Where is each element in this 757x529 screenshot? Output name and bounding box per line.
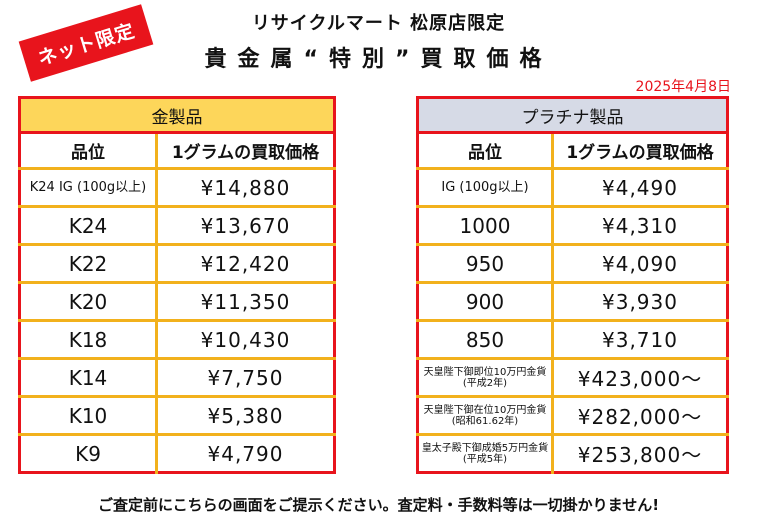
- price-cell: ¥5,380: [156, 396, 335, 436]
- price-cell: ¥7,750: [156, 358, 335, 398]
- price-cell: ¥3,930: [552, 282, 728, 322]
- page-title: 貴金属“特別”買取価格: [204, 47, 553, 72]
- gold-grade-header: 品位: [19, 132, 158, 170]
- grade-cell: K24 IG (100g以上): [19, 168, 158, 208]
- grade-cell: 天皇陛下御在位10万円金貨(昭和61.62年): [417, 396, 554, 436]
- table-row: K9 ¥4,790: [19, 434, 335, 473]
- price-cell: ¥10,430: [156, 320, 335, 360]
- price-cell: ¥4,490: [552, 168, 728, 208]
- price-cell: ¥14,880: [156, 168, 335, 208]
- price-cell: ¥4,090: [552, 244, 728, 284]
- platinum-grade-header: 品位: [417, 132, 554, 170]
- grade-cell: 850: [417, 320, 554, 360]
- table-row: K22 ¥12,420: [19, 244, 335, 284]
- table-row: IG (100g以上) ¥4,490: [417, 168, 728, 208]
- grade-cell: K18: [19, 320, 158, 360]
- gold-price-header: 1グラムの買取価格: [156, 132, 335, 170]
- platinum-price-table: プラチナ製品 品位 1グラムの買取価格 IG (100g以上) ¥4,490 10…: [416, 96, 729, 474]
- grade-cell: 天皇陛下御即位10万円金貨(平成2年): [417, 358, 554, 398]
- grade-cell: K24: [19, 206, 158, 246]
- price-cell: ¥4,310: [552, 206, 728, 246]
- platinum-price-header: 1グラムの買取価格: [552, 132, 728, 170]
- price-cell: ¥12,420: [156, 244, 335, 284]
- grade-cell: 950: [417, 244, 554, 284]
- footer-notice: ご査定前にこちらの画面をご提示ください。査定料・手数料等は一切掛かりません!: [97, 496, 660, 514]
- price-date: 2025年4月8日: [635, 79, 731, 95]
- table-row: K24 IG (100g以上) ¥14,880: [19, 168, 335, 208]
- price-cell: ¥13,670: [156, 206, 335, 246]
- price-cell: ¥253,800〜: [577, 443, 703, 467]
- grade-cell: IG (100g以上): [417, 168, 554, 208]
- store-name: リサイクルマート 松原店限定: [251, 13, 506, 34]
- table-row: K10 ¥5,380: [19, 396, 335, 436]
- gold-price-table: 金製品 品位 1グラムの買取価格 K24 IG (100g以上) ¥14,880 …: [18, 96, 336, 474]
- table-row: K24 ¥13,670: [19, 206, 335, 246]
- table-row: 950 ¥4,090: [417, 244, 728, 284]
- grade-cell: 1000: [417, 206, 554, 246]
- table-row: K20 ¥11,350: [19, 282, 335, 322]
- grade-cell: K10: [19, 396, 158, 436]
- table-row: 天皇陛下御即位10万円金貨(平成2年) ¥423,000〜: [417, 358, 728, 398]
- grade-cell: K9: [19, 434, 158, 473]
- price-cell: ¥3,710: [552, 320, 728, 360]
- grade-cell: 900: [417, 282, 554, 322]
- grade-cell: 皇太子殿下御成婚5万円金貨(平成5年): [417, 434, 554, 473]
- price-cell: ¥11,350: [156, 282, 335, 322]
- platinum-table-caption: プラチナ製品: [417, 97, 728, 134]
- table-row: 皇太子殿下御成婚5万円金貨(平成5年) ¥253,800〜: [417, 434, 728, 473]
- price-cell: ¥282,000〜: [552, 396, 728, 436]
- grade-cell: K22: [19, 244, 158, 284]
- gold-table-caption: 金製品: [19, 97, 335, 134]
- table-row: 850 ¥3,710: [417, 320, 728, 360]
- table-row: 1000 ¥4,310: [417, 206, 728, 246]
- table-row: 天皇陛下御在位10万円金貨(昭和61.62年) ¥282,000〜: [417, 396, 728, 436]
- table-row: K14 ¥7,750: [19, 358, 335, 398]
- grade-cell: K20: [19, 282, 158, 322]
- table-row: 900 ¥3,930: [417, 282, 728, 322]
- price-cell: ¥423,000〜: [552, 358, 728, 398]
- table-row: K18 ¥10,430: [19, 320, 335, 360]
- grade-cell: K14: [19, 358, 158, 398]
- price-cell: ¥4,790: [207, 441, 284, 466]
